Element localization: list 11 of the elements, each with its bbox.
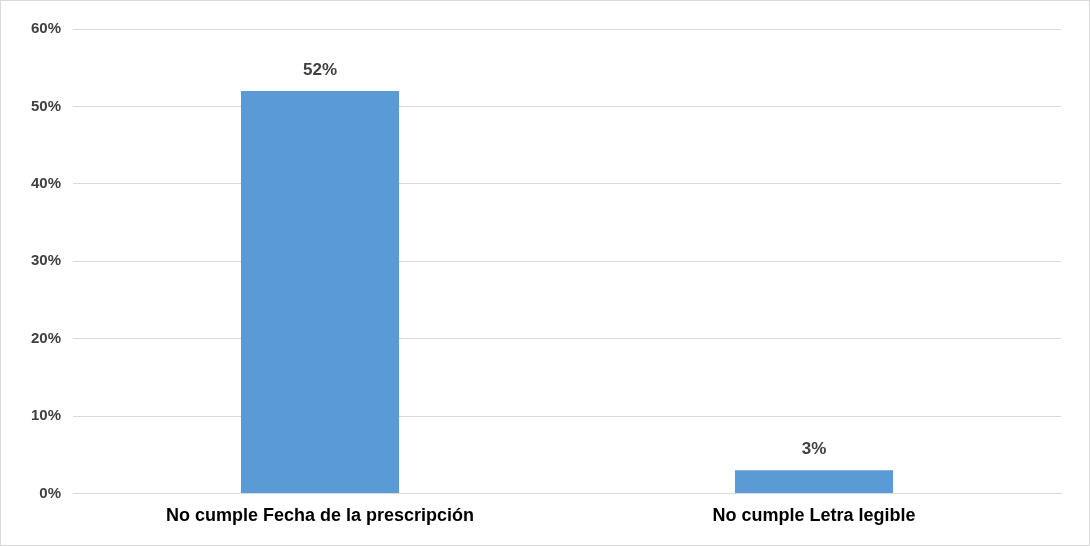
y-tick-label: 40% xyxy=(30,173,62,191)
y-tick-label: 20% xyxy=(30,328,62,346)
x-tick-label: No cumple Fecha de la prescripción xyxy=(165,505,475,526)
data-label: 3% xyxy=(801,439,827,459)
y-tick-label: 60% xyxy=(30,19,62,37)
y-tick-label: 50% xyxy=(30,96,62,114)
y-tick-label: 0% xyxy=(39,483,62,501)
y-tick-label: 30% xyxy=(30,251,62,269)
data-label: 52% xyxy=(303,60,338,80)
y-tick-label: 10% xyxy=(30,406,62,424)
x-tick-label: No cumple Letra legible xyxy=(712,505,916,526)
